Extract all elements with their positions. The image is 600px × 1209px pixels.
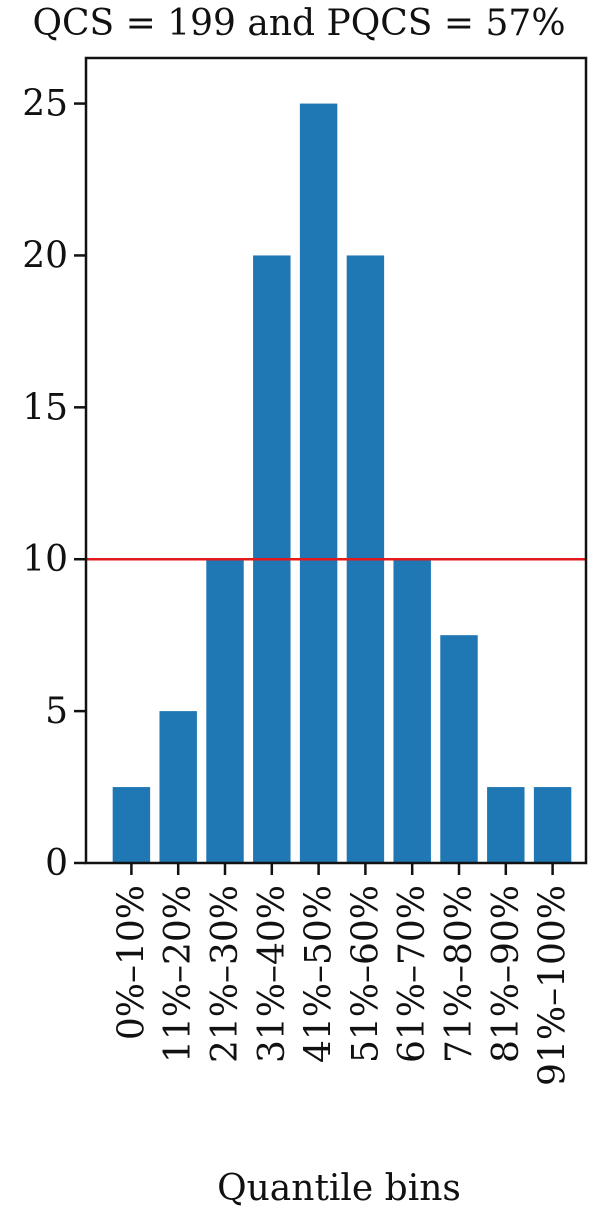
x-tick-label: 11%–20% [158, 885, 199, 1063]
bar-1 [112, 787, 151, 863]
bar-7 [393, 559, 431, 863]
plot-frame [84, 56, 588, 865]
y-tick-label: 10 [22, 539, 68, 580]
x-tick-label: 91%–100% [533, 885, 574, 1086]
y-tick-label: 5 [45, 691, 68, 732]
x-tick-label: 41%–50% [299, 885, 340, 1063]
x-axis-label: Quantile bins [217, 1168, 461, 1209]
y-tick-label: 0 [45, 843, 68, 884]
x-tick-label: 71%–80% [439, 885, 480, 1063]
x-tick-label: 0%–10% [111, 885, 152, 1040]
y-tick-label: 15 [22, 387, 68, 428]
bars-group [112, 103, 572, 864]
y-tick-label: 20 [22, 235, 68, 276]
x-tick-label: 61%–70% [392, 885, 433, 1063]
x-tick-label: 21%–30% [205, 885, 246, 1063]
bar-10 [533, 787, 572, 863]
bar-3 [206, 559, 244, 863]
x-axis-ticks: 0%–10% 11%–20% 21%–30% 31%–40% 41%–50% 51%–60… [111, 863, 574, 1086]
bar-9 [487, 787, 525, 863]
x-tick-label: 31%–40% [252, 885, 293, 1063]
x-tick-label: 81%–90% [486, 885, 527, 1063]
bar-5 [299, 103, 338, 863]
y-tick-label: 25 [22, 84, 68, 125]
bar-8 [440, 635, 478, 863]
y-axis-ticks: 0 5 10 15 20 25 [22, 84, 86, 884]
chart-title: QCS = 199 and PQCS = 57% [32, 3, 565, 44]
x-tick-label: 51%–60% [345, 885, 386, 1063]
bar-2 [159, 711, 197, 863]
